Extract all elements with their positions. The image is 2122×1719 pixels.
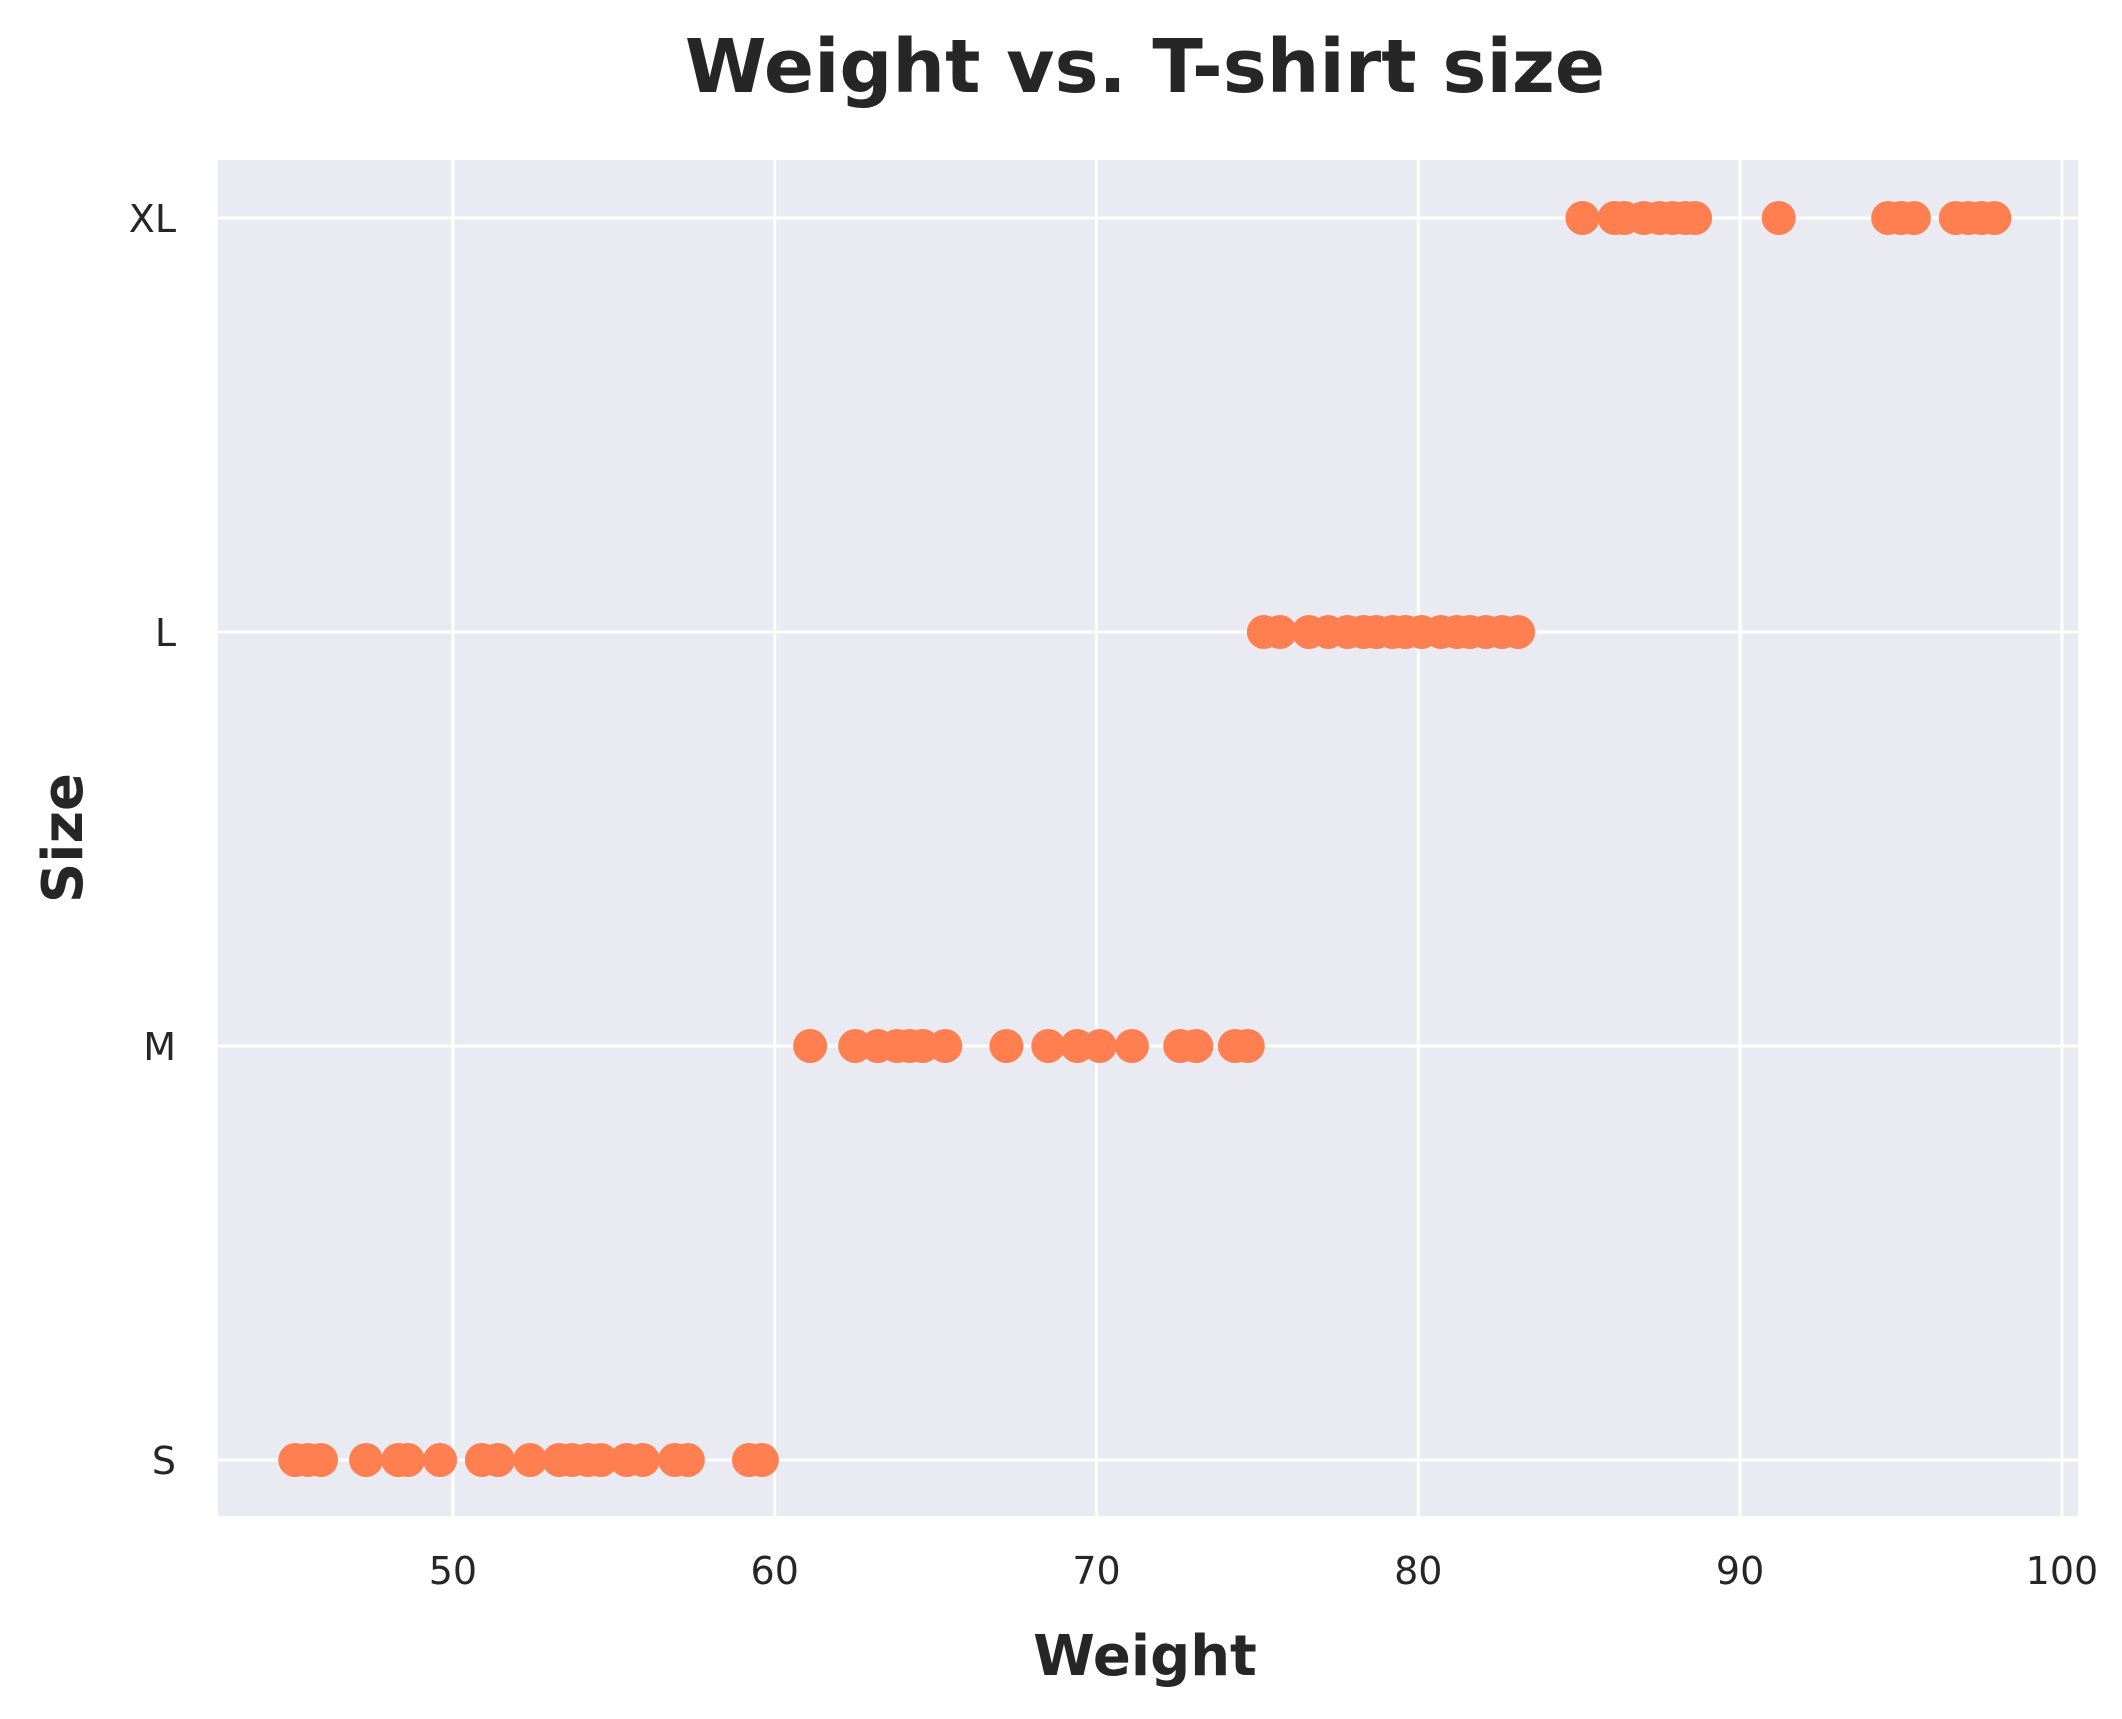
data-point bbox=[1262, 615, 1297, 649]
data-point bbox=[989, 1029, 1024, 1063]
data-point bbox=[670, 1443, 705, 1477]
data-point bbox=[390, 1443, 425, 1477]
x-tick-label: 80 bbox=[1394, 1549, 1442, 1593]
data-point bbox=[793, 1029, 828, 1063]
data-point bbox=[1179, 1029, 1214, 1063]
data-points bbox=[278, 201, 2012, 1477]
data-point bbox=[583, 1443, 618, 1477]
data-point bbox=[1031, 1029, 1066, 1063]
data-point bbox=[744, 1443, 779, 1477]
x-axis-label: Weight bbox=[1033, 1624, 1257, 1689]
x-tick-label: 100 bbox=[2026, 1549, 2099, 1593]
data-point bbox=[1114, 1029, 1149, 1063]
y-tick-label: M bbox=[143, 1025, 176, 1069]
y-tick-label: XL bbox=[129, 197, 176, 241]
plot-area bbox=[218, 160, 2078, 1516]
tick-labels: 50 60 70 80 90 100 S M L XL bbox=[129, 197, 2098, 1593]
data-point bbox=[1082, 1029, 1117, 1063]
data-point bbox=[303, 1443, 338, 1477]
x-tick-label: 60 bbox=[751, 1549, 799, 1593]
data-point bbox=[513, 1443, 548, 1477]
x-tick-label: 90 bbox=[1716, 1549, 1764, 1593]
data-point bbox=[349, 1443, 384, 1477]
data-point bbox=[480, 1443, 515, 1477]
x-tick-label: 50 bbox=[429, 1549, 477, 1593]
data-point bbox=[1761, 201, 1796, 235]
data-point bbox=[1896, 201, 1931, 235]
x-tick-label: 70 bbox=[1072, 1549, 1120, 1593]
y-tick-label: L bbox=[155, 611, 176, 655]
data-point bbox=[625, 1443, 660, 1477]
y-tick-label: S bbox=[152, 1439, 176, 1483]
data-point bbox=[1678, 201, 1713, 235]
data-point bbox=[1565, 201, 1600, 235]
data-point bbox=[1977, 201, 2012, 235]
data-point bbox=[423, 1443, 458, 1477]
data-point bbox=[1501, 615, 1536, 649]
data-point bbox=[1230, 1029, 1265, 1063]
chart-title: Weight vs. T-shirt size bbox=[685, 24, 1605, 110]
y-axis-label: Size bbox=[31, 773, 96, 903]
data-point bbox=[928, 1029, 963, 1063]
